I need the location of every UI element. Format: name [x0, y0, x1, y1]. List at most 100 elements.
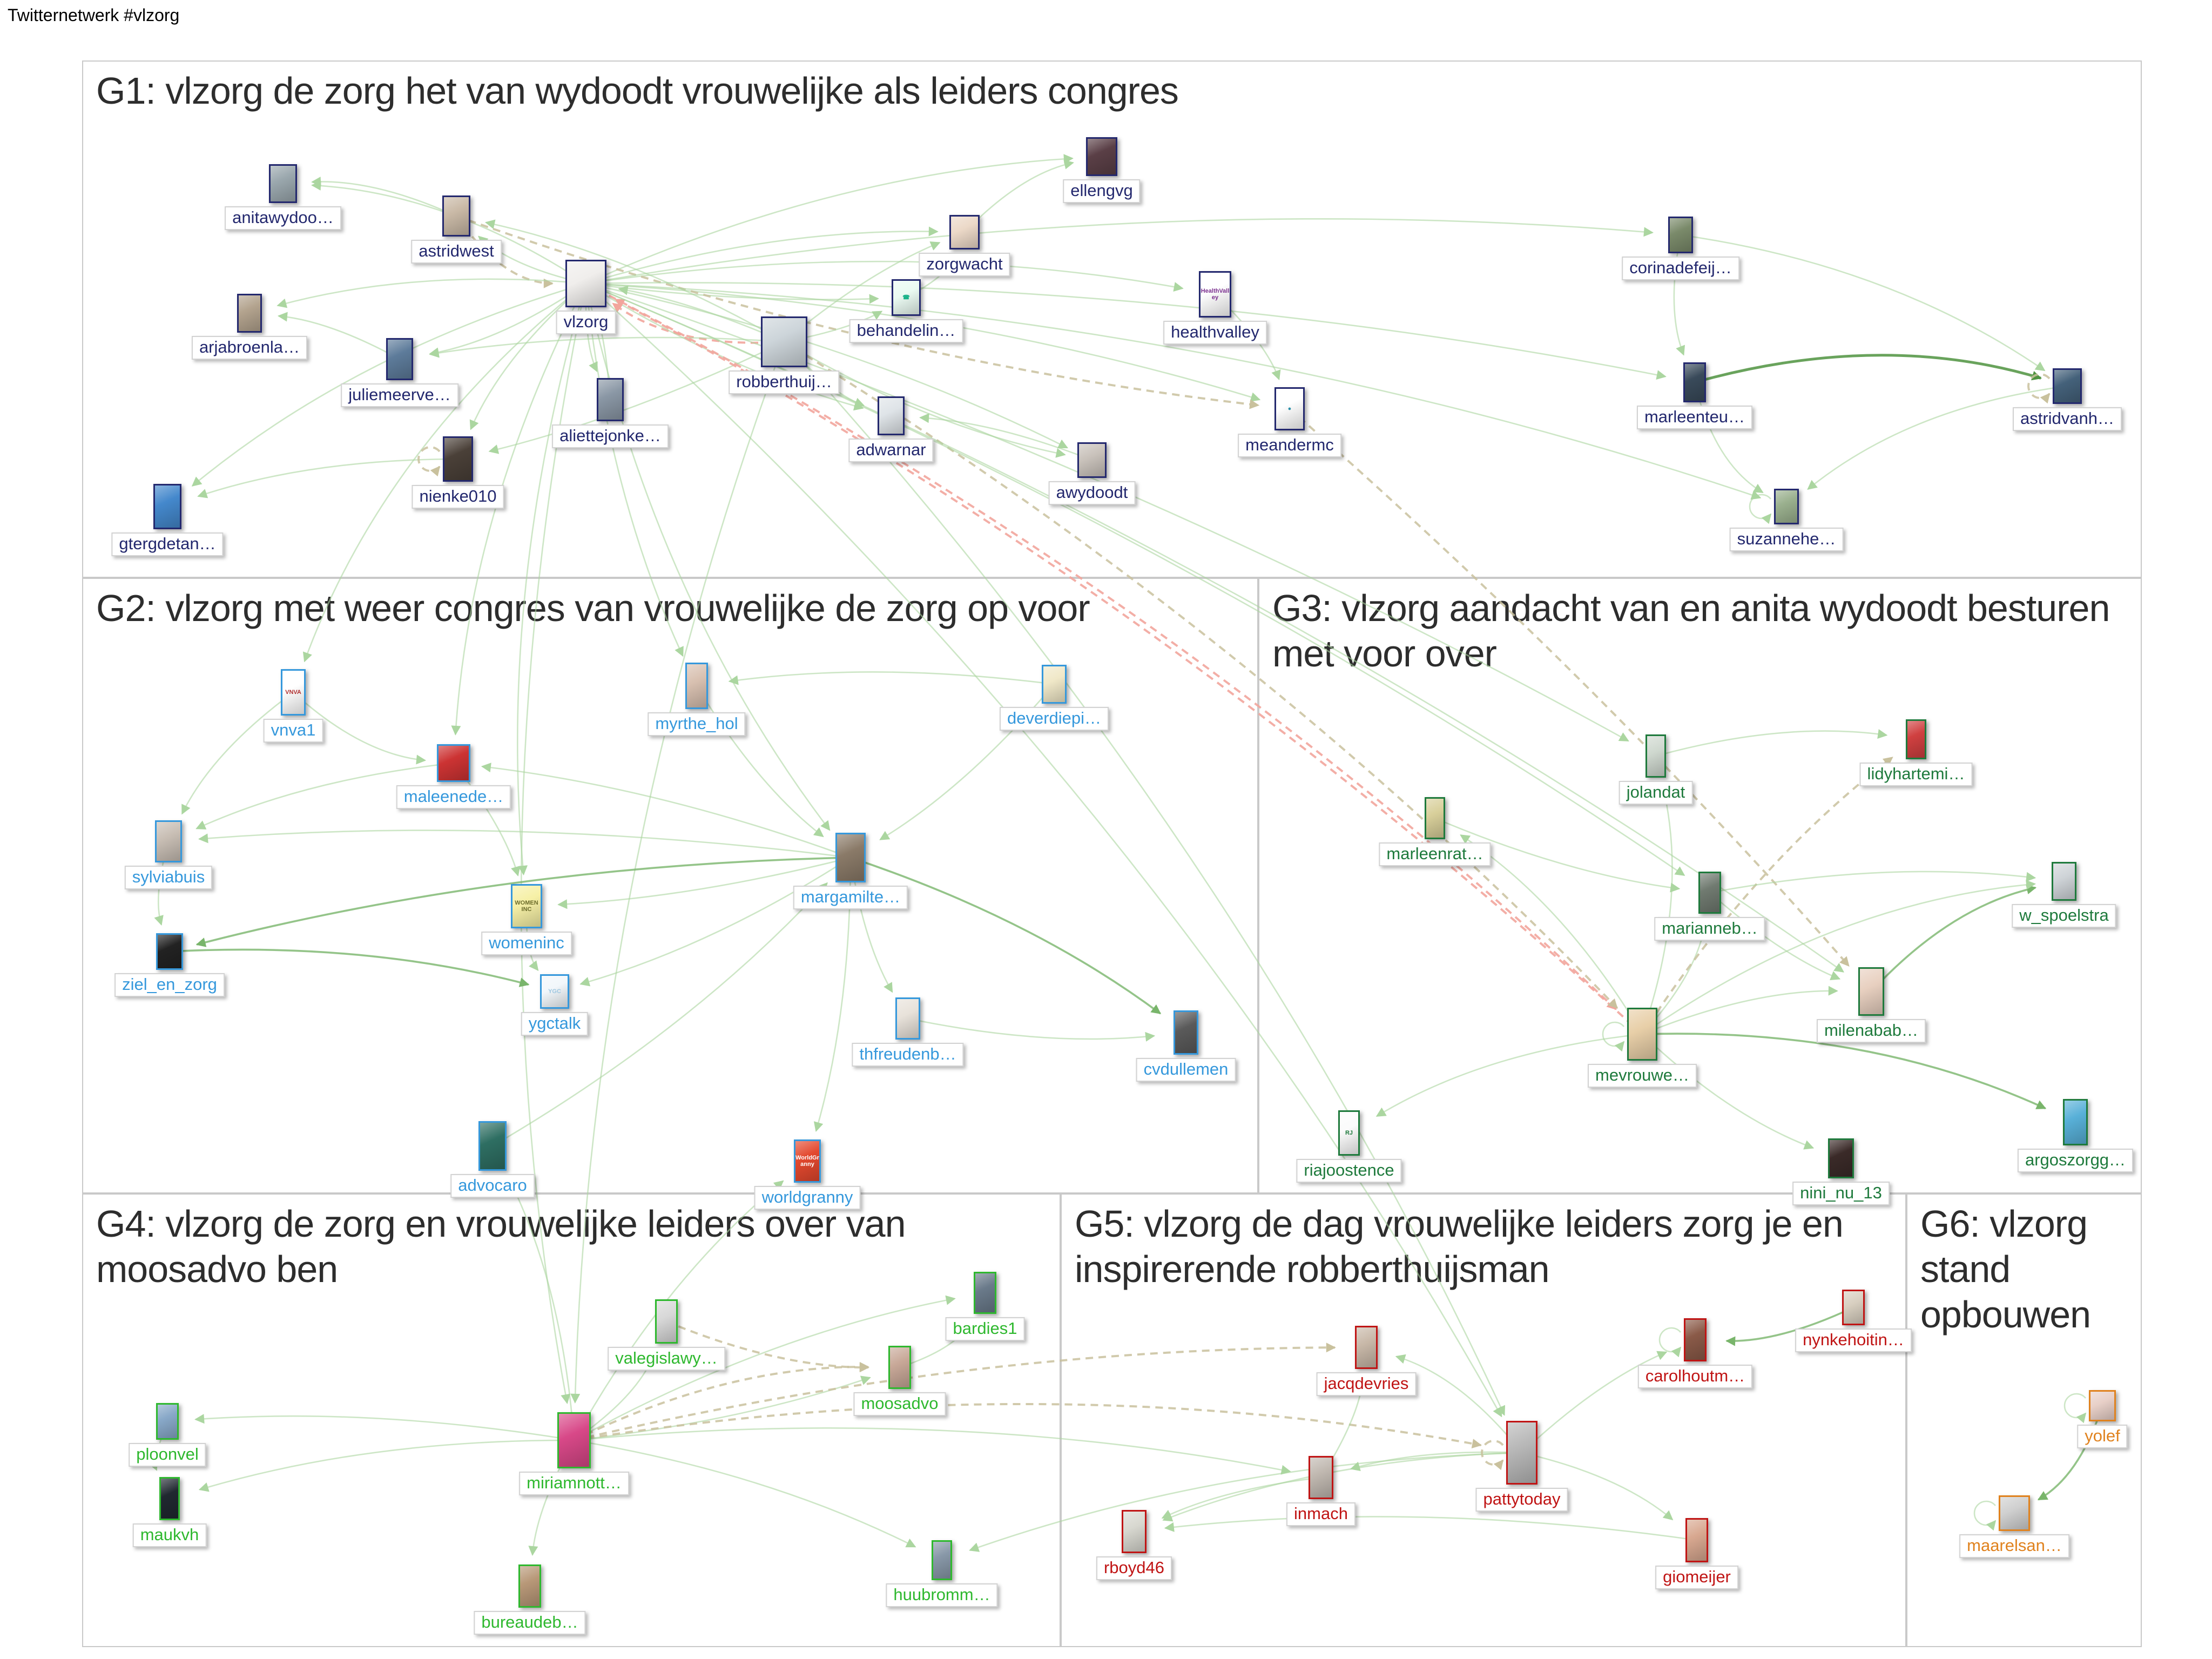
avatar-image-marleenteu[interactable]	[1683, 362, 1706, 402]
node-label-vlzorg[interactable]: vlzorg	[556, 311, 616, 334]
avatar-image-valegislawy[interactable]	[655, 1299, 678, 1344]
avatar-image-robberthuij[interactable]	[761, 316, 807, 367]
avatar-image-astridvanh[interactable]	[2053, 368, 2082, 404]
avatar-image-nynkehoitin[interactable]	[1842, 1290, 1865, 1325]
node-label-ellengvg[interactable]: ellengvg	[1063, 179, 1141, 203]
node-label-womeninc[interactable]: womeninc	[481, 932, 572, 955]
node-label-maukvh[interactable]: maukvh	[132, 1523, 207, 1547]
avatar-image-ziel_en_zorg[interactable]	[156, 933, 183, 970]
node-label-healthvalley[interactable]: healthvalley	[1163, 321, 1267, 345]
node-label-myrthe_hol[interactable]: myrthe_hol	[648, 712, 746, 736]
node-label-moosadvo[interactable]: moosadvo	[853, 1392, 946, 1416]
node-label-argoszorgg[interactable]: argoszorgg…	[2017, 1149, 2134, 1172]
node-label-jolandat[interactable]: jolandat	[1618, 781, 1693, 805]
avatar-image-milenabab[interactable]	[1858, 967, 1884, 1016]
node-label-margamilte[interactable]: margamilte…	[793, 886, 908, 909]
node-label-behandelin[interactable]: behandelin…	[849, 319, 963, 343]
avatar-image-anitawydoo[interactable]	[269, 164, 297, 203]
node-label-robberthuij[interactable]: robberthuij…	[729, 370, 840, 394]
node-label-marianneb[interactable]: marianneb…	[1654, 917, 1765, 941]
avatar-image-astridwest[interactable]	[442, 195, 470, 237]
node-label-marleenrat[interactable]: marleenrat…	[1379, 842, 1491, 866]
node-label-nini_nu_13[interactable]: nini_nu_13	[1792, 1182, 1890, 1205]
avatar-image-suzannehe[interactable]	[1774, 489, 1799, 524]
node-label-lidyhartemi[interactable]: lidyhartemi…	[1859, 763, 1973, 786]
node-label-marleenteu[interactable]: marleenteu…	[1636, 406, 1753, 429]
node-label-huubromm[interactable]: huubromm…	[886, 1583, 998, 1607]
avatar-image-w_spoelstra[interactable]	[2052, 862, 2076, 901]
avatar-image-vlzorg[interactable]	[565, 260, 606, 307]
node-label-astridvanh[interactable]: astridvanh…	[2012, 407, 2122, 431]
avatar-image-vnva1[interactable]: VNVA	[281, 669, 306, 716]
avatar-image-bureaudeb[interactable]	[518, 1564, 541, 1608]
avatar-image-worldgranny[interactable]: WorldGranny	[794, 1139, 821, 1183]
avatar-image-aliettejonke[interactable]	[597, 378, 624, 421]
avatar-image-rboyd46[interactable]	[1122, 1510, 1147, 1553]
node-label-giomeijer[interactable]: giomeijer	[1655, 1566, 1738, 1589]
node-label-deverdiepi[interactable]: deverdiepi…	[999, 707, 1109, 731]
avatar-image-inmach[interactable]	[1309, 1456, 1333, 1499]
avatar-image-thfreudenb[interactable]	[895, 997, 920, 1040]
avatar-image-myrthe_hol[interactable]	[685, 663, 708, 709]
avatar-image-ploonvel[interactable]	[156, 1403, 179, 1440]
node-label-mevrouwe[interactable]: mevrouwe…	[1588, 1064, 1697, 1088]
node-label-sylviabuis[interactable]: sylviabuis	[124, 866, 213, 889]
node-label-corinadefeij[interactable]: corinadefeij…	[1622, 257, 1739, 280]
avatar-image-corinadefeij[interactable]	[1668, 217, 1693, 253]
avatar-image-lidyhartemi[interactable]	[1906, 719, 1926, 759]
avatar-image-pattytoday[interactable]	[1506, 1421, 1537, 1485]
node-label-nienke010[interactable]: nienke010	[412, 485, 504, 509]
avatar-image-bardies1[interactable]	[974, 1272, 996, 1314]
node-label-suzannehe[interactable]: suzannehe…	[1729, 528, 1844, 551]
avatar-image-huubromm[interactable]	[932, 1540, 952, 1580]
avatar-image-miriamnott[interactable]	[557, 1412, 591, 1468]
avatar-image-ygctalk[interactable]: YGC	[540, 974, 569, 1009]
avatar-image-argoszorgg[interactable]	[2063, 1099, 2088, 1145]
avatar-image-healthvalley[interactable]: HealthValley	[1199, 271, 1231, 318]
avatar-image-arjabroenla[interactable]	[237, 294, 262, 333]
avatar-image-marleenrat[interactable]	[1425, 797, 1445, 839]
node-label-ziel_en_zorg[interactable]: ziel_en_zorg	[114, 973, 225, 997]
avatar-image-awydoodt[interactable]	[1077, 442, 1107, 478]
node-label-milenabab[interactable]: milenabab…	[1816, 1019, 1926, 1043]
node-label-ploonvel[interactable]: ploonvel	[129, 1443, 206, 1467]
avatar-image-maukvh[interactable]	[159, 1477, 180, 1520]
node-label-gtergdetan[interactable]: gtergdetan…	[111, 532, 224, 556]
avatar-image-nini_nu_13[interactable]	[1828, 1138, 1854, 1178]
avatar-image-moosadvo[interactable]	[888, 1346, 911, 1389]
node-label-adwarnar[interactable]: adwarnar	[848, 439, 934, 462]
avatar-image-carolhoutm[interactable]	[1684, 1318, 1707, 1361]
avatar-image-adwarnar[interactable]	[878, 396, 905, 435]
node-label-w_spoelstra[interactable]: w_spoelstra	[2012, 904, 2116, 928]
node-label-maarelsan[interactable]: maarelsan…	[1959, 1534, 2069, 1558]
avatar-image-cvdullemen[interactable]	[1174, 1010, 1198, 1055]
node-label-valegislawy[interactable]: valegislawy…	[608, 1347, 725, 1371]
node-label-bardies1[interactable]: bardies1	[945, 1317, 1025, 1341]
avatar-image-giomeijer[interactable]	[1685, 1518, 1708, 1562]
node-label-awydoodt[interactable]: awydoodt	[1048, 481, 1136, 505]
avatar-image-behandelin[interactable]: ☎	[892, 279, 921, 316]
avatar-image-deverdiepi[interactable]	[1042, 665, 1067, 704]
node-label-pattytoday[interactable]: pattytoday	[1475, 1488, 1568, 1512]
avatar-image-meandermc[interactable]: ●	[1274, 387, 1305, 430]
avatar-image-nienke010[interactable]	[443, 436, 473, 482]
avatar-image-sylviabuis[interactable]	[155, 820, 182, 862]
avatar-image-maleenede[interactable]	[437, 744, 470, 782]
node-label-aliettejonke[interactable]: aliettejonke…	[552, 424, 669, 448]
node-label-riajoostence[interactable]: riajoostence	[1296, 1159, 1402, 1183]
node-label-jacqdevries[interactable]: jacqdevries	[1316, 1372, 1417, 1396]
avatar-image-zorgwacht[interactable]	[949, 215, 980, 249]
node-label-thfreudenb[interactable]: thfreudenb…	[852, 1043, 964, 1067]
node-label-ygctalk[interactable]: ygctalk	[521, 1012, 589, 1036]
node-label-arjabroenla[interactable]: arjabroenla…	[191, 336, 308, 360]
node-label-vnva1[interactable]: vnva1	[263, 719, 323, 743]
avatar-image-jacqdevries[interactable]	[1355, 1326, 1378, 1369]
node-label-carolhoutm[interactable]: carolhoutm…	[1637, 1365, 1753, 1388]
node-label-anitawydoo[interactable]: anitawydoo…	[225, 206, 341, 230]
node-label-rboyd46[interactable]: rboyd46	[1096, 1556, 1172, 1580]
node-label-nynkehoitin[interactable]: nynkehoitin…	[1795, 1328, 1912, 1352]
node-label-astridwest[interactable]: astridwest	[411, 240, 502, 264]
avatar-image-maarelsan[interactable]	[1999, 1495, 2030, 1531]
avatar-image-womeninc[interactable]: WOMEN INC	[511, 884, 542, 928]
node-label-zorgwacht[interactable]: zorgwacht	[919, 253, 1010, 276]
